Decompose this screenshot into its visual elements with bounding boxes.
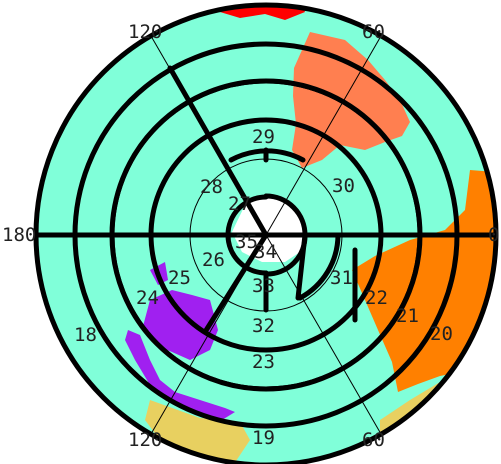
zone-boundaries (36, 41, 496, 429)
zone-label: 23 (252, 351, 275, 373)
lon-label-120-bottom: 120 (128, 429, 162, 451)
zone-label: 21 (396, 305, 419, 327)
zone-label: 18 (74, 324, 97, 346)
zone-label: 31 (330, 267, 353, 289)
map-rim (33, 2, 499, 464)
zone-label: 33 (252, 275, 275, 297)
lon-label-180: 180 (2, 224, 36, 246)
zone-labels: 29 28 27 30 35 34 26 25 24 33 31 22 21 2… (74, 126, 453, 449)
zone-label: 32 (252, 315, 275, 337)
zone-label: 22 (365, 287, 388, 309)
lon-label-120-top: 120 (128, 21, 162, 43)
zone-label: 27 (228, 193, 251, 215)
australia-landmass (142, 290, 218, 360)
africa-landmass (352, 170, 496, 392)
zone-label: 34 (254, 241, 277, 263)
new-guinea-landmass (125, 330, 235, 420)
zone-label: 29 (252, 126, 275, 148)
lon-label-60-bottom: 60 (362, 429, 385, 451)
zone-label: 24 (136, 287, 159, 309)
zone-label: 20 (430, 323, 453, 345)
antarctica-landmass (232, 196, 304, 262)
zone-label: 30 (332, 175, 355, 197)
zone-label: 35 (235, 231, 258, 253)
zone-label: 26 (202, 249, 225, 271)
zone-label: 28 (200, 176, 223, 198)
zone-label: 19 (252, 427, 275, 449)
zone-label: 25 (168, 267, 191, 289)
lon-label-0: 0 (488, 224, 499, 246)
north-america-landmass (200, 5, 305, 20)
lon-label-60-top: 60 (362, 21, 385, 43)
longitude-labels: 60 120 180 0 120 60 (2, 21, 499, 451)
